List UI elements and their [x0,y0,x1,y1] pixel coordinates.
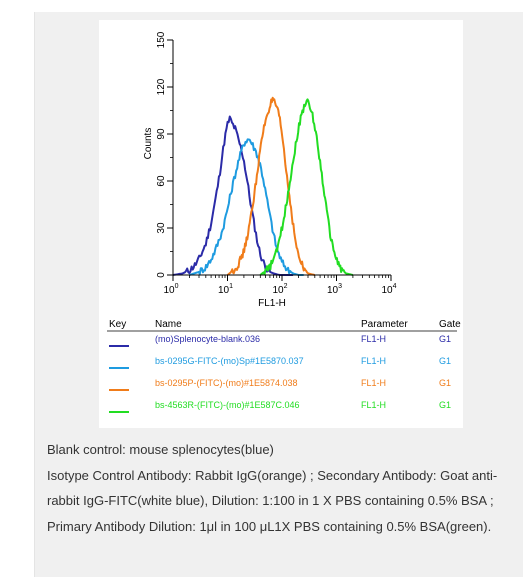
series-line-1 [172,115,294,276]
legend-row-gate: G1 [439,378,451,388]
y-tick-label: 90 [156,128,167,140]
y-tick-label: 30 [156,222,167,234]
legend-header-key: Key [109,319,126,330]
legend-row-name: bs-4563R-(FITC)-(mo)#1E587C.046 [155,400,300,410]
legend-row-parameter: FL1-H [361,334,386,344]
x-tick-label: 101 [218,283,233,296]
legend-row-gate: G1 [439,334,451,344]
figure-panel: 100 101 102 103 104 FL1-H 0 30 60 90 120 150 Counts … [34,12,523,577]
series-line-4 [259,98,354,276]
y-axis-label: Counts [143,128,154,160]
y-tick-label: 150 [156,31,167,48]
histogram-chart: 100 101 102 103 104FL1-H0306090120150Counts … [107,31,461,413]
legend-row-gate: G1 [439,400,451,410]
legend-row-name: (mo)Splenocyte-blank.036 [155,334,260,344]
y-tick-label: 120 [156,78,167,95]
legend-header-gate: Gate [439,319,461,330]
x-axis-label: FL1-H [258,298,286,309]
series-line-3 [226,96,316,276]
figure-image: 100 101 102 103 104 FL1-H 0 30 60 90 120 150 Counts … [99,20,463,428]
y-tick-label: 0 [156,272,167,278]
x-tick-label: 100 [163,283,178,296]
caption-line-blank: Blank control: mouse splenocytes(blue) [47,442,274,457]
legend-row-gate: G1 [439,356,451,366]
series-line-2 [189,138,304,276]
legend-header-name: Name [155,319,182,330]
caption-line-details: Isotype Control Antibody: Rabbit IgG(ora… [47,467,498,534]
x-tick-label: 104 [381,283,396,296]
figure-caption: Blank control: mouse splenocytes(blue) I… [47,437,517,539]
legend-row-parameter: FL1-H [361,378,386,388]
legend-row-name: bs-0295P-(FITC)-(mo)#1E5874.038 [155,378,298,388]
legend-row-parameter: FL1-H [361,400,386,410]
x-tick-label: 103 [327,283,342,296]
y-tick-label: 60 [156,175,167,187]
legend-header-parameter: Parameter [361,319,408,330]
x-tick-label: 102 [272,283,287,296]
legend-row-parameter: FL1-H [361,356,386,366]
legend-row-name: bs-0295G-FITC-(mo)Sp#1E5870.037 [155,356,304,366]
